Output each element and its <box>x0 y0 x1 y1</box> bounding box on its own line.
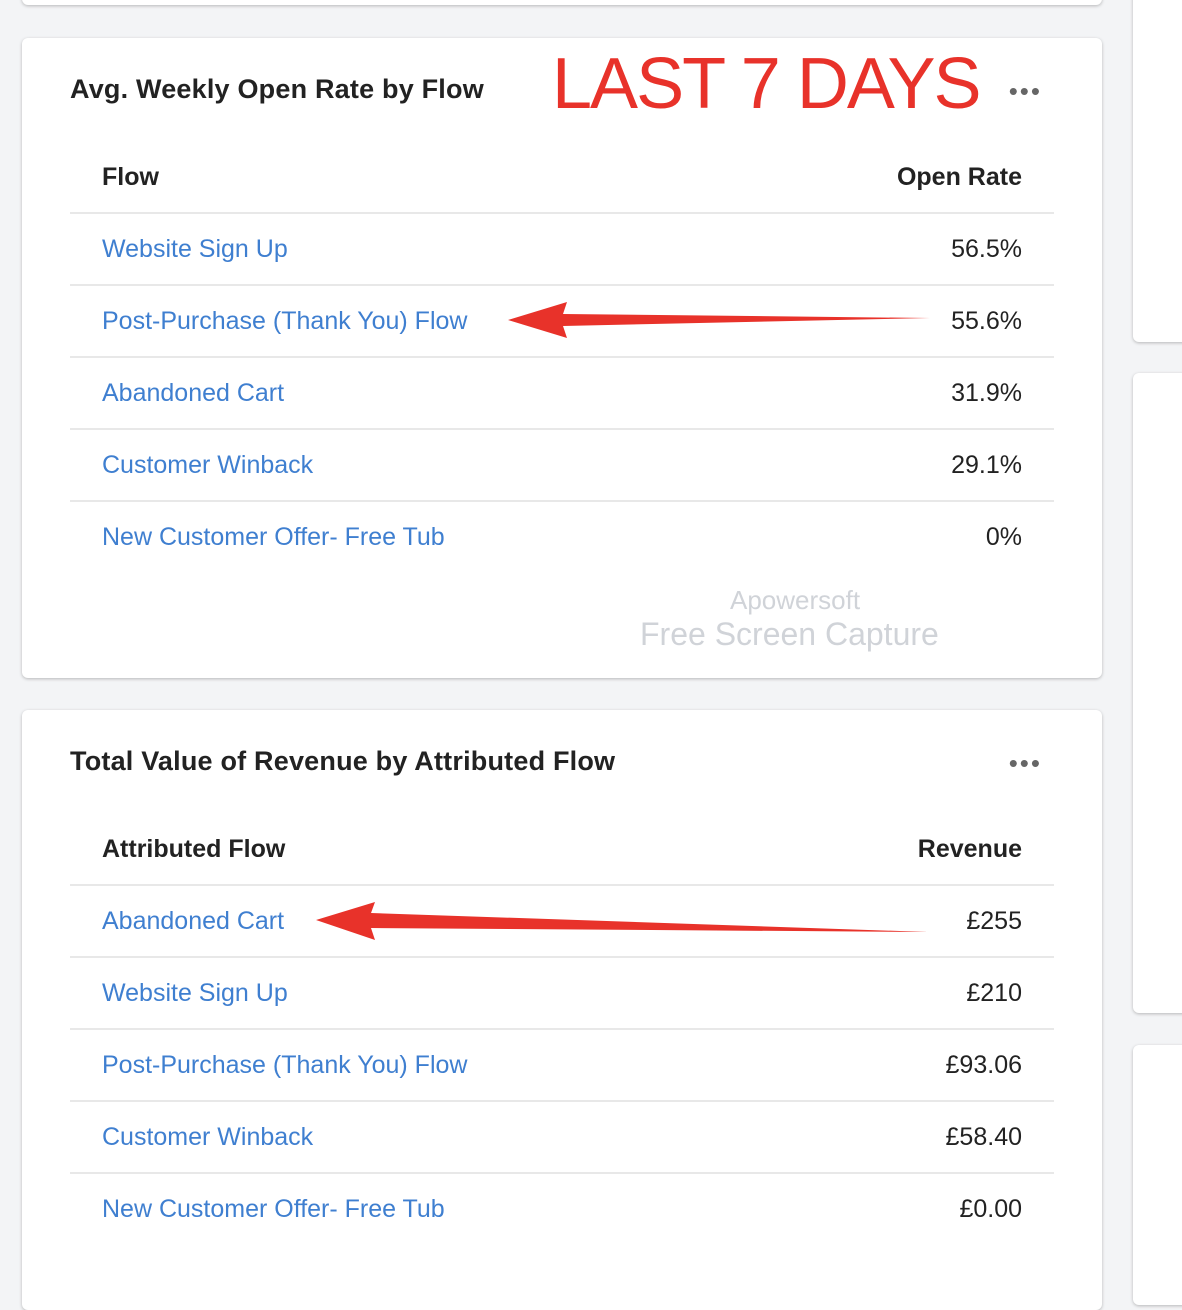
top-card-partial <box>22 0 1102 5</box>
flow-link[interactable]: New Customer Offer- Free Tub <box>102 522 445 551</box>
flow-link[interactable]: Website Sign Up <box>102 978 288 1007</box>
table-header: Attributed Flow Revenue <box>70 814 1054 886</box>
flow-link[interactable]: Customer Winback <box>102 1122 314 1151</box>
flow-link[interactable]: Website Sign Up <box>102 234 288 263</box>
open-rate-value: 0% <box>985 522 1022 551</box>
revenue-value: £210 <box>966 978 1022 1007</box>
arrow-annotation-1 <box>508 302 930 338</box>
right-card-2 <box>1133 373 1182 1013</box>
open-rate-table: Flow Open Rate Website Sign Up 56.5% Post-… <box>70 142 1054 572</box>
open-rate-value: 55.6% <box>951 306 1022 335</box>
more-options-icon[interactable]: ••• <box>1008 76 1042 106</box>
col-revenue: Revenue <box>917 834 1022 863</box>
col-open-rate: Open Rate <box>896 162 1022 191</box>
card-title: Avg. Weekly Open Rate by Flow <box>70 74 484 104</box>
open-rate-value: 31.9% <box>951 378 1022 407</box>
open-rate-value: 29.1% <box>951 450 1022 479</box>
flow-link[interactable]: Customer Winback <box>102 450 314 479</box>
open-rate-value: 56.5% <box>951 234 1022 263</box>
flow-link[interactable]: Post-Purchase (Thank You) Flow <box>102 306 468 335</box>
col-flow: Flow <box>102 162 159 191</box>
watermark-line-2: Free Screen Capture <box>640 616 939 652</box>
flow-link[interactable]: Abandoned Cart <box>102 906 285 935</box>
flow-link[interactable]: New Customer Offer- Free Tub <box>102 1194 445 1223</box>
open-rate-card: Avg. Weekly Open Rate by Flow ••• Flow Op… <box>22 38 1102 678</box>
table-row: Post-Purchase (Thank You) Flow 55.6% <box>70 286 1054 358</box>
right-card-3 <box>1133 1045 1182 1305</box>
revenue-card: Total Value of Revenue by Attributed Flo… <box>22 710 1102 1310</box>
revenue-value: £0.00 <box>959 1194 1022 1223</box>
revenue-table: Attributed Flow Revenue Abandoned Cart £25… <box>70 814 1054 1244</box>
col-attributed-flow: Attributed Flow <box>102 834 286 863</box>
flow-link[interactable]: Abandoned Cart <box>102 378 285 407</box>
table-row: Customer Winback 29.1% <box>70 430 1054 502</box>
table-row: Customer Winback £58.40 <box>70 1102 1054 1174</box>
arrow-annotation-2 <box>316 902 928 940</box>
table-row: Abandoned Cart £255 <box>70 886 1054 958</box>
more-options-icon[interactable]: ••• <box>1008 748 1042 778</box>
revenue-value: £93.06 <box>945 1050 1022 1079</box>
watermark-line-1: Apowersoft <box>730 585 861 615</box>
watermark: Apowersoft Free Screen Capture <box>640 585 939 653</box>
card-title: Total Value of Revenue by Attributed Flo… <box>70 746 616 776</box>
last-7-days-annotation: LAST 7 DAYS <box>552 44 982 124</box>
table-row: Abandoned Cart 31.9% <box>70 358 1054 430</box>
revenue-value: £58.40 <box>945 1122 1022 1151</box>
table-header: Flow Open Rate <box>70 142 1054 214</box>
table-row: Website Sign Up 56.5% <box>70 214 1054 286</box>
table-row: Website Sign Up £210 <box>70 958 1054 1030</box>
revenue-value: £255 <box>966 906 1022 935</box>
flow-link[interactable]: Post-Purchase (Thank You) Flow <box>102 1050 468 1079</box>
table-row: Post-Purchase (Thank You) Flow £93.06 <box>70 1030 1054 1102</box>
table-row: New Customer Offer- Free Tub 0% <box>70 502 1054 572</box>
table-row: New Customer Offer- Free Tub £0.00 <box>70 1174 1054 1244</box>
right-card-1 <box>1133 0 1182 342</box>
